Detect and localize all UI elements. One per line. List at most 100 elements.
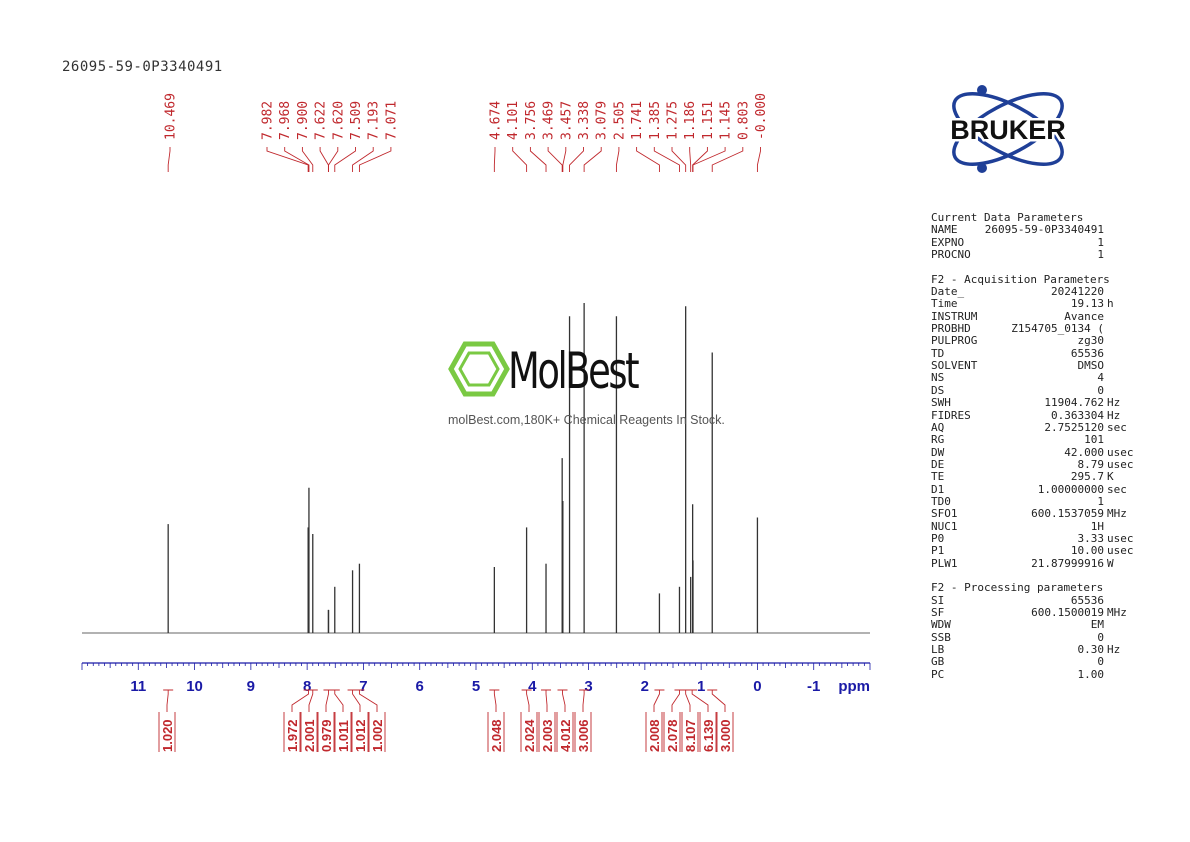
- integral-connector: [671, 690, 680, 712]
- param-name: FIDRES: [931, 408, 971, 422]
- param-value: 1: [1097, 248, 1104, 262]
- integral-connector: [562, 690, 566, 712]
- param-row-swh: SWH 11904.762 Hz: [931, 396, 1141, 410]
- peak-label: 10.469: [164, 93, 179, 140]
- peak-label-connector: [692, 147, 726, 172]
- param-name: PLW1: [931, 556, 958, 570]
- x-tick-label: 2: [641, 678, 649, 695]
- param-row-de: DE 8.79 usec: [931, 457, 1141, 471]
- param-value: 600.1537059: [1031, 507, 1104, 521]
- param-name: SSB: [931, 630, 951, 644]
- peak-label-connector: [512, 147, 528, 172]
- param-row-fidres: FIDRES 0.363304 Hz: [931, 408, 1141, 422]
- param-unit: sec: [1107, 420, 1127, 434]
- param-row-instrum: INSTRUM Avance: [931, 309, 1141, 323]
- param-name: SF: [931, 606, 945, 619]
- param-unit: usec: [1107, 531, 1134, 545]
- param-name: AQ: [931, 420, 945, 434]
- peak-label-connector: [653, 147, 680, 172]
- integral-connector: [582, 690, 585, 712]
- watermark-tagline: molBest.com,180K+ Chemical Reagents In S…: [448, 413, 725, 427]
- peak-label-connector: [319, 147, 329, 172]
- integral-label: 2.001: [302, 719, 317, 752]
- param-unit: h: [1107, 297, 1114, 311]
- param-row-d1: D1 1.00000000 sec: [931, 483, 1141, 496]
- param-value: 2.7525120: [1044, 420, 1104, 434]
- param-unit: Hz: [1107, 408, 1121, 422]
- x-tick-label: 5: [472, 678, 480, 695]
- peak-label-group: 10.469 7.982 7.968 7.900 7.622 7.620 7.509 7.19…: [164, 93, 769, 172]
- x-axis-label: ppm: [838, 678, 870, 695]
- watermark-brand: MolBest: [508, 342, 640, 400]
- peak-label: 7.193: [367, 101, 382, 140]
- param-value: 0: [1097, 383, 1104, 397]
- param-value: zg30: [1077, 334, 1105, 348]
- param-value: 101: [1084, 433, 1104, 447]
- param-value: 65536: [1070, 593, 1104, 607]
- param-unit: usec: [1107, 445, 1134, 459]
- integral-group: 1.020 1.972 2.001 0.979 1.011 1.012 1.002 2.048…: [158, 689, 734, 752]
- param-row-lb: LB 0.30 Hz: [931, 643, 1141, 656]
- peak-label-connector: [569, 147, 584, 172]
- param-row-td: TD 65536: [931, 346, 1141, 360]
- param-name: TD: [931, 346, 945, 360]
- param-value: 600.1500019: [1031, 606, 1104, 619]
- param-name: NAME: [931, 223, 958, 237]
- nmr-spectrum-chart: 10.469 7.982 7.968 7.900 7.622 7.620 7.509 7.19…: [81, 93, 871, 752]
- param-row-te: TE 295.7 K: [931, 470, 1141, 484]
- param-unit: MHz: [1107, 606, 1127, 619]
- peak-label-connector: [529, 147, 547, 172]
- current-params-title: Current Data Parameters: [931, 211, 1084, 224]
- param-value: 8.79: [1077, 457, 1105, 471]
- param-row-date: Date_ 20241220: [931, 285, 1141, 299]
- acquisition-params-title: F2 - Acquisition Parameters: [931, 272, 1110, 286]
- param-name: INSTRUM: [931, 309, 978, 323]
- parameters-panel: Current Data Parameters NAME 26095-59-0P3…: [931, 211, 1141, 681]
- integral-connector: [711, 690, 726, 712]
- param-row-rg: RG 101: [931, 433, 1141, 447]
- integral-label: 2.078: [665, 719, 680, 752]
- integral-label: 1.011: [336, 720, 351, 752]
- peak-label-connector: [756, 147, 761, 172]
- peak-label: 1.741: [630, 101, 645, 140]
- peak-label: 7.620: [331, 101, 346, 140]
- integral-label: 3.006: [576, 719, 591, 752]
- peak-label-connector: [615, 147, 620, 172]
- peak-label: 3.457: [559, 101, 574, 140]
- integral-label: 1.020: [160, 719, 175, 752]
- param-value: Avance: [1064, 309, 1104, 323]
- integral-label: 1.002: [370, 719, 385, 752]
- integral-connector: [545, 690, 548, 712]
- processing-params-title: F2 - Processing parameters: [931, 581, 1104, 595]
- param-name: PROBHD: [931, 322, 971, 336]
- x-tick-label: 3: [584, 678, 592, 695]
- param-name: PROCNO: [931, 248, 971, 262]
- peak-label-connector: [334, 147, 356, 172]
- param-name: TE: [931, 470, 945, 484]
- param-row-expno: EXPNO 1: [931, 236, 1141, 249]
- x-tick-label: 4: [528, 678, 537, 695]
- peak-label-connector: [328, 147, 339, 172]
- param-value: 1H: [1090, 519, 1104, 533]
- param-row-ds: DS 0: [931, 383, 1141, 397]
- peak-label: 7.968: [278, 101, 293, 140]
- integral-label: 2.024: [522, 719, 537, 752]
- param-unit: Hz: [1107, 396, 1121, 410]
- bruker-logo: BRUKER: [922, 84, 1094, 183]
- param-name: P0: [931, 531, 945, 545]
- param-value: 0.363304: [1051, 408, 1104, 422]
- peak-label-connector: [493, 147, 496, 172]
- param-value: 4: [1097, 371, 1104, 385]
- sample-id: 26095-59-0P3340491: [62, 59, 223, 75]
- param-row-ns: NS 4: [931, 371, 1141, 385]
- peak-label: 4.674: [489, 101, 504, 140]
- param-name: WDW: [931, 618, 951, 632]
- peak-label: 1.151: [701, 101, 716, 140]
- param-value: 20241220: [1051, 285, 1104, 299]
- param-row-pulprog: PULPROG zg30: [931, 334, 1141, 348]
- x-tick-label: 8: [303, 678, 311, 695]
- param-row-sfo1: SFO1 600.1537059 MHz: [931, 507, 1141, 521]
- param-row-si: SI 65536: [931, 593, 1141, 607]
- param-row-p0: P0 3.33 usec: [931, 531, 1141, 545]
- param-name: DS: [931, 383, 945, 397]
